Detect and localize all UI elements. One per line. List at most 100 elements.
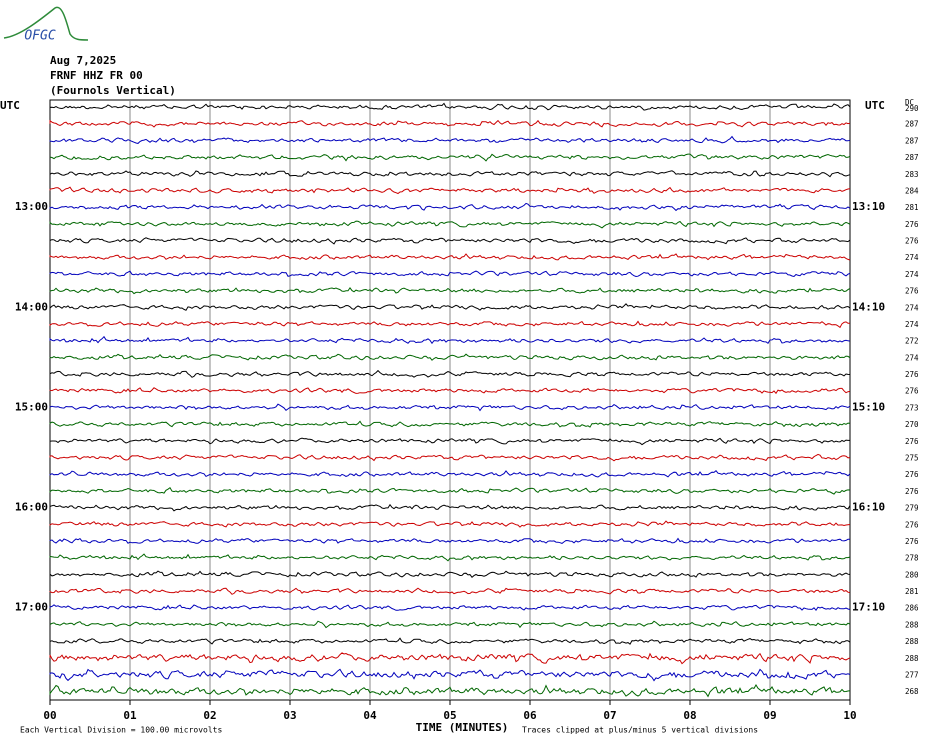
trace (49, 684, 851, 698)
trace (49, 469, 851, 478)
clip-note: Traces clipped at plus/minus 5 vertical … (522, 726, 758, 735)
dc-value: 274 (905, 320, 919, 329)
trace (49, 537, 850, 544)
dc-value: 274 (905, 353, 919, 362)
trace (49, 369, 851, 378)
x-tick-label: 05 (443, 709, 456, 722)
dc-value: 272 (905, 337, 919, 346)
left-time-label: 14:00 (15, 300, 48, 313)
trace (49, 486, 851, 495)
dc-value: 274 (905, 270, 919, 279)
dc-value: 279 (905, 504, 919, 513)
dc-value: 276 (905, 470, 919, 479)
utc-label: UTC (865, 99, 885, 112)
dc-value: 276 (905, 387, 919, 396)
x-tick-label: 03 (283, 709, 296, 722)
dc-value: 281 (905, 587, 919, 596)
trace (49, 403, 851, 412)
location: (Fournols Vertical) (50, 84, 176, 97)
trace (49, 668, 851, 682)
date: Aug 7,2025 (50, 54, 116, 67)
dc-value: 274 (905, 253, 919, 262)
trace (49, 237, 851, 245)
dc-value: 276 (905, 287, 919, 296)
dc-value: 287 (905, 153, 919, 162)
dc-value: 290 (905, 104, 919, 113)
x-axis-label: TIME (MINUTES) (416, 721, 509, 734)
dc-value: 275 (905, 453, 919, 462)
trace (49, 437, 850, 446)
trace (49, 637, 851, 645)
dc-value: 277 (905, 670, 919, 679)
right-time-label: 17:10 (852, 601, 885, 614)
trace (49, 102, 851, 111)
x-tick-label: 08 (683, 709, 696, 722)
right-time-label: 13:10 (852, 200, 885, 213)
dc-value: 270 (905, 420, 919, 429)
dc-value: 268 (905, 687, 919, 696)
trace (49, 553, 851, 562)
dc-value: 276 (905, 520, 919, 529)
left-time-label: 16:00 (15, 501, 48, 514)
trace (49, 420, 851, 428)
trace (49, 570, 851, 579)
trace (49, 387, 851, 395)
dc-value: 278 (905, 554, 919, 563)
trace (49, 320, 851, 329)
dc-value: 273 (905, 403, 919, 412)
logo-curve (3, 6, 89, 41)
dc-header: DC (905, 98, 914, 107)
scale-note: Each Vertical Division = 100.00 microvol… (20, 726, 222, 735)
dc-value: 280 (905, 570, 919, 579)
dc-value: 287 (905, 136, 919, 145)
right-time-label: 16:10 (852, 501, 885, 514)
trace (49, 220, 851, 229)
trace (49, 620, 851, 629)
x-tick-label: 09 (763, 709, 776, 722)
x-tick-label: 06 (523, 709, 537, 722)
dc-value: 283 (905, 170, 919, 179)
dc-value: 281 (905, 203, 919, 212)
x-tick-label: 10 (843, 709, 856, 722)
dc-value: 276 (905, 437, 919, 446)
trace (49, 335, 851, 345)
dc-value: 288 (905, 637, 919, 646)
trace (49, 135, 851, 144)
dc-value: 286 (905, 604, 919, 613)
trace (49, 520, 851, 528)
station: FRNF HHZ FR 00 (50, 69, 143, 82)
right-time-label: 14:10 (852, 300, 885, 313)
left-time-label: 15:00 (15, 400, 48, 413)
logo: OFGC (24, 29, 55, 44)
left-time-label: 17:00 (15, 601, 48, 614)
trace (49, 119, 851, 128)
trace (49, 270, 851, 278)
x-tick-label: 02 (203, 709, 216, 722)
x-tick-label: 01 (123, 709, 137, 722)
dc-value: 276 (905, 237, 919, 246)
x-tick-label: 00 (43, 709, 56, 722)
trace (49, 202, 851, 212)
trace (49, 652, 851, 665)
trace (49, 303, 851, 311)
left-time-label: 13:00 (15, 200, 48, 213)
dc-value: 276 (905, 370, 919, 379)
trace (49, 287, 851, 295)
trace (49, 170, 851, 178)
dc-value: 276 (905, 220, 919, 229)
trace (49, 353, 851, 361)
right-time-label: 15:10 (852, 400, 885, 413)
trace (49, 253, 851, 261)
trace (49, 186, 851, 195)
x-tick-label: 07 (603, 709, 616, 722)
dc-value: 288 (905, 654, 919, 663)
trace (49, 153, 851, 162)
x-tick-label: 04 (363, 709, 377, 722)
trace (49, 604, 851, 612)
dc-value: 288 (905, 620, 919, 629)
trace (49, 453, 851, 462)
dc-value: 276 (905, 537, 919, 546)
dc-value: 276 (905, 487, 919, 496)
dc-value: 287 (905, 120, 919, 129)
